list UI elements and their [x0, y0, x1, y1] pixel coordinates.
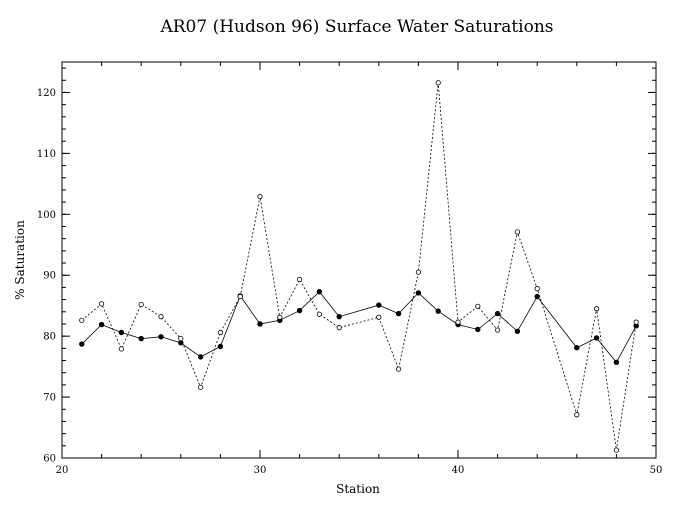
data-point-open [574, 412, 580, 418]
data-point-open [158, 314, 164, 320]
data-point-filled [138, 335, 144, 342]
data-point-filled [197, 354, 204, 360]
chart-title: AR07 (Hudson 96) Surface Water Saturatio… [159, 17, 553, 37]
data-point-open [79, 317, 85, 323]
data-point-filled [574, 345, 580, 351]
data-point-open [415, 269, 421, 275]
data-point-filled [296, 307, 303, 314]
series-markers [79, 80, 639, 453]
data-point-filled [415, 290, 422, 296]
y-tick-label: 70 [43, 393, 56, 404]
data-point-filled [336, 313, 342, 320]
data-point-open [296, 276, 303, 283]
data-point-filled [494, 310, 501, 317]
data-point-open [475, 303, 481, 309]
data-point-filled [475, 326, 481, 333]
data-point-open [613, 447, 620, 453]
series-line-solid [81, 291, 637, 364]
data-point-open [118, 346, 125, 352]
data-point-open [237, 293, 243, 300]
y-tick-label: 80 [43, 332, 56, 343]
data-point-open [534, 286, 540, 292]
data-point-filled [613, 359, 620, 366]
x-axis-label: Station [336, 482, 380, 496]
y-tick-label: 110 [37, 149, 56, 160]
data-point-open [494, 327, 501, 333]
data-point-open [633, 319, 639, 325]
data-point-open [376, 314, 382, 320]
data-point-filled [178, 340, 184, 346]
data-point-filled [376, 302, 382, 308]
data-point-open [217, 329, 223, 336]
plot-frame [61, 61, 657, 459]
y-tick-label: 90 [43, 271, 56, 282]
data-point-filled [79, 341, 85, 347]
data-point-filled [514, 328, 521, 334]
y-tick-label: 60 [43, 454, 56, 465]
y-tick-label: 120 [37, 88, 56, 99]
data-point-open [435, 80, 441, 86]
data-point-open [395, 366, 402, 372]
axis-ticks: 20 30 40 50 60 70 80 90 100 110 120 [37, 62, 662, 476]
data-point-filled [98, 321, 105, 328]
y-axis-label: % Saturation [13, 220, 27, 300]
data-point-open [198, 384, 204, 390]
series-line-dashed [81, 82, 637, 451]
data-point-open [138, 301, 144, 308]
data-point-filled [435, 308, 441, 314]
data-point-open [455, 319, 461, 325]
data-point-filled [395, 310, 402, 317]
data-point-filled [593, 335, 600, 341]
x-tick-label: 20 [56, 465, 69, 476]
data-point-open [99, 301, 105, 307]
data-point-filled [316, 288, 323, 295]
data-point-filled [158, 334, 164, 340]
data-point-filled [217, 343, 224, 350]
x-tick-label: 30 [254, 465, 267, 476]
data-point-open [257, 194, 263, 200]
series-lines [81, 82, 637, 451]
data-point-open [178, 335, 184, 342]
data-point-open [514, 229, 521, 235]
data-point-open [277, 314, 283, 320]
data-point-open [336, 325, 342, 331]
x-tick-label: 50 [650, 465, 663, 476]
y-tick-label: 100 [37, 210, 56, 221]
data-point-filled [534, 293, 540, 300]
data-point-filled [118, 329, 125, 336]
data-point-open [593, 306, 600, 312]
x-tick-label: 40 [452, 465, 465, 476]
data-point-open [316, 311, 322, 317]
data-point-filled [257, 321, 263, 327]
